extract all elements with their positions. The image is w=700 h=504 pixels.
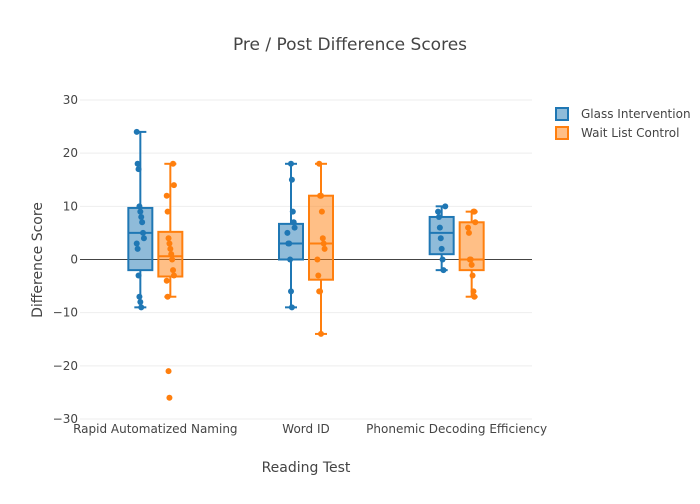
data-point xyxy=(319,235,326,242)
data-point xyxy=(321,245,328,252)
data-point xyxy=(471,208,478,215)
data-point xyxy=(164,208,171,215)
data-point xyxy=(134,160,141,167)
data-point xyxy=(163,277,170,284)
data-point xyxy=(442,203,449,210)
chart-title: Pre / Post Difference Scores xyxy=(233,35,467,55)
data-point xyxy=(165,368,172,375)
data-point xyxy=(284,229,291,236)
data-point xyxy=(467,256,474,263)
data-point xyxy=(320,240,327,247)
y-tick-label: −30 xyxy=(53,412,78,426)
x-tick-label: Word ID xyxy=(282,422,329,436)
y-tick-label: 20 xyxy=(63,146,78,160)
x-tick-label: Phonemic Decoding Efficiency xyxy=(366,422,547,436)
box-group xyxy=(458,208,485,300)
data-point xyxy=(472,219,479,226)
data-point xyxy=(133,240,140,247)
y-axis-title: Difference Score xyxy=(30,202,46,318)
data-point xyxy=(170,160,177,167)
grid-layer xyxy=(80,99,532,420)
data-point xyxy=(136,293,143,300)
data-point xyxy=(288,176,295,183)
data-point xyxy=(315,272,322,279)
data-point xyxy=(286,240,293,247)
box-group xyxy=(308,160,334,337)
data-point xyxy=(438,245,445,252)
y-tick-label: −20 xyxy=(53,359,78,373)
data-point xyxy=(290,219,297,226)
x-tick-label: Rapid Automatized Naming xyxy=(73,422,237,436)
legend-swatch xyxy=(555,126,569,140)
data-point xyxy=(166,394,173,401)
data-point xyxy=(440,267,447,274)
data-point xyxy=(465,229,472,236)
data-point xyxy=(166,240,173,247)
data-point xyxy=(470,288,477,295)
box-group xyxy=(127,128,154,311)
data-point xyxy=(135,272,142,279)
data-point xyxy=(168,251,175,258)
box-group xyxy=(157,160,184,401)
data-point xyxy=(291,224,298,231)
data-point xyxy=(318,192,324,199)
data-point xyxy=(314,256,321,263)
data-point xyxy=(436,224,443,231)
data-point xyxy=(165,235,172,242)
data-point xyxy=(170,182,177,189)
data-point xyxy=(437,235,444,242)
box-group xyxy=(278,160,304,311)
legend-swatch xyxy=(555,107,569,121)
data-point xyxy=(133,128,140,135)
data-point xyxy=(136,203,143,210)
data-point xyxy=(138,213,145,220)
y-tick-label: 30 xyxy=(63,93,78,107)
data-point xyxy=(471,293,478,300)
data-point xyxy=(167,245,174,252)
data-point xyxy=(288,160,294,167)
legend-label: Wait List Control xyxy=(581,126,679,140)
data-point xyxy=(289,208,296,215)
data-point xyxy=(288,304,295,311)
data-point xyxy=(439,256,446,263)
legend-label: Glass Intervention xyxy=(581,107,691,121)
data-point xyxy=(134,245,141,252)
data-point xyxy=(469,272,476,279)
data-point xyxy=(170,267,177,274)
data-point xyxy=(435,213,442,220)
data-point xyxy=(163,192,170,199)
box-group xyxy=(428,203,455,274)
y-tick-label: 10 xyxy=(63,199,78,213)
data-point xyxy=(169,256,176,263)
plot-layer xyxy=(127,128,485,401)
data-point xyxy=(139,219,146,226)
data-point xyxy=(317,288,324,295)
data-point xyxy=(288,288,294,295)
data-point xyxy=(137,208,144,215)
data-point xyxy=(170,272,177,279)
data-point xyxy=(138,304,145,311)
data-point xyxy=(140,229,147,236)
legend: Glass Intervention Wait List Control xyxy=(555,107,691,140)
data-point xyxy=(140,235,147,242)
data-point xyxy=(468,261,475,268)
data-point xyxy=(465,224,472,231)
y-tick-label: −10 xyxy=(53,306,78,320)
x-axis-title: Reading Test xyxy=(262,460,351,476)
data-point xyxy=(435,208,442,215)
y-tick-label: 0 xyxy=(70,253,78,267)
data-point xyxy=(137,299,144,306)
data-point xyxy=(316,160,323,167)
data-point xyxy=(318,330,324,337)
data-point xyxy=(318,208,325,215)
data-point xyxy=(135,166,142,173)
data-point xyxy=(164,293,171,300)
data-point xyxy=(287,256,294,263)
